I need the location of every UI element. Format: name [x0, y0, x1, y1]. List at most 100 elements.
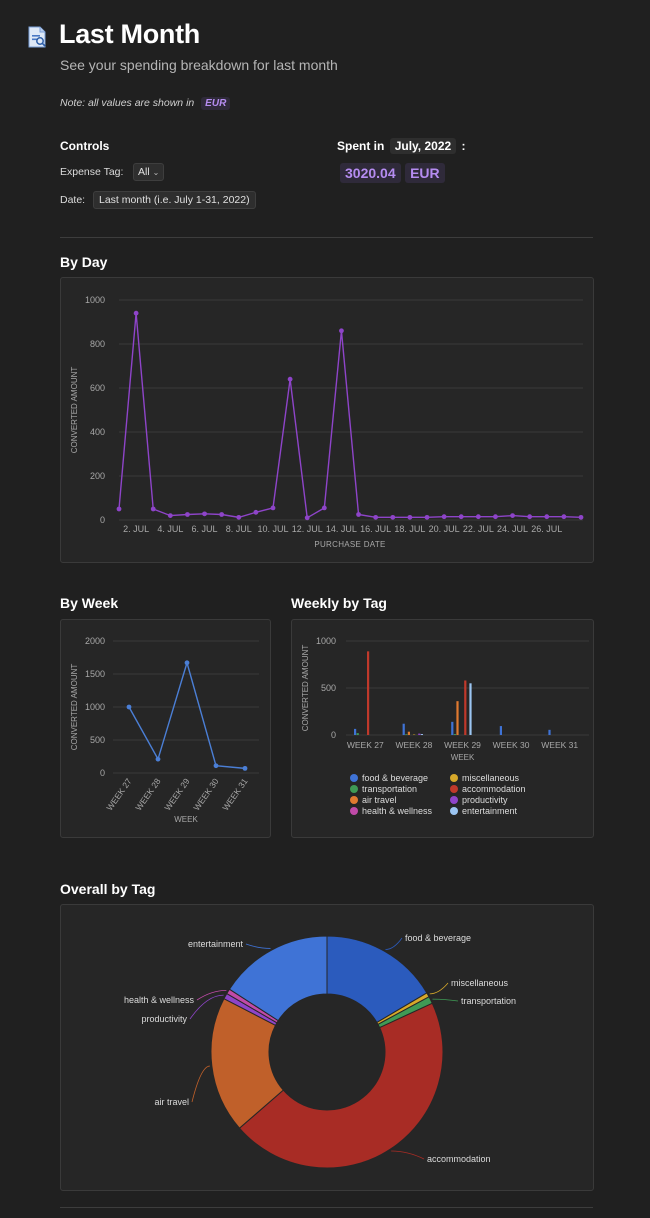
x-tick-label: WEEK 28	[395, 740, 432, 750]
spent-heading: Spent in July, 2022 :	[337, 138, 466, 154]
page-title: Last Month	[59, 19, 200, 49]
overall-by-tag-chart: food & beverage miscellaneous transportati…	[124, 933, 516, 1169]
legend-swatch	[350, 785, 358, 793]
data-point	[236, 514, 242, 520]
data-point	[390, 514, 396, 520]
bar	[420, 734, 423, 735]
legend-swatch	[450, 796, 458, 804]
overall-by-tag-chart-panel: food & beverage miscellaneous transportati…	[60, 904, 594, 1191]
leader-line	[191, 1065, 210, 1103]
data-point	[304, 515, 310, 521]
leader-line	[385, 937, 403, 950]
spent-period: July, 2022	[389, 138, 457, 154]
data-point	[339, 328, 344, 334]
data-point	[270, 505, 276, 511]
currency-note: Note: all values are shown in EUR	[60, 97, 231, 110]
data-point	[184, 660, 190, 666]
by-week-title: By Week	[60, 595, 119, 611]
y-tick-label: 500	[321, 683, 336, 693]
y-axis-label: CONVERTED AMOUNT	[70, 664, 79, 751]
legend-label: air travel	[362, 795, 397, 805]
legend-swatch	[350, 796, 358, 804]
x-tick-label: 26. JUL	[531, 524, 562, 534]
data-point	[219, 512, 225, 517]
data-point	[510, 513, 515, 518]
legend-label: entertainment	[462, 806, 518, 816]
pie-slice	[228, 935, 328, 1022]
divider	[60, 237, 593, 238]
spent-amount: 3020.04	[340, 163, 401, 183]
y-tick-label: 0	[100, 768, 105, 778]
date-label: Date:	[60, 194, 86, 206]
slice-label: food & beverage	[405, 933, 471, 943]
y-tick-label: 800	[90, 339, 105, 349]
legend-label: miscellaneous	[462, 773, 520, 783]
y-tick-label: 500	[90, 735, 105, 745]
x-tick-label: WEEK 27	[347, 740, 384, 750]
data-point	[126, 704, 132, 710]
data-point	[155, 756, 161, 762]
controls-heading: Controls	[60, 139, 110, 153]
data-point	[116, 506, 122, 512]
legend-label: transportation	[362, 784, 417, 794]
x-axis-label: WEEK	[451, 753, 475, 762]
leader-line	[432, 998, 459, 1002]
bar	[469, 683, 472, 735]
pie-slice	[238, 1002, 444, 1169]
overall-by-tag-title: Overall by Tag	[60, 881, 156, 897]
slice-label: transportation	[461, 996, 516, 1006]
bar	[354, 728, 357, 735]
expense-tag-select[interactable]: All ⌄	[133, 163, 165, 181]
x-tick-label: 14. JUL	[326, 524, 357, 534]
bar	[356, 733, 359, 735]
date-picker[interactable]: Last month (i.e. July 1-31, 2022)	[93, 191, 256, 209]
legend-swatch	[350, 807, 358, 815]
x-tick-label: 4. JUL	[157, 524, 183, 534]
bar	[456, 701, 459, 735]
x-tick-label: 10. JUL	[257, 524, 288, 534]
bar	[464, 680, 467, 735]
report-icon	[28, 26, 46, 48]
legend-label: food & beverage	[362, 773, 428, 783]
data-point	[458, 514, 464, 520]
by-day-chart-panel: 0 200 400 600 800 1000 2. JUL 4. JUL 6. JUL 8. JU…	[60, 277, 594, 563]
legend-swatch	[350, 774, 358, 782]
data-point	[287, 376, 293, 382]
x-tick-label: 6. JUL	[192, 524, 218, 534]
legend-label: productivity	[462, 795, 508, 805]
expense-tag-label: Expense Tag:	[60, 166, 124, 178]
bar	[405, 734, 408, 735]
leader-line	[245, 943, 271, 949]
weekly-by-tag-chart-panel: 0 500 1000 WEEK 27 WEEK 28 WEEK 29 WEEK 30 WEEK…	[291, 619, 594, 838]
leader-line	[391, 1150, 425, 1160]
bar	[367, 651, 370, 735]
x-tick-label: WEEK 29	[162, 776, 191, 812]
x-axis-label: WEEK	[174, 815, 198, 824]
data-point	[167, 513, 173, 518]
slice-label: miscellaneous	[451, 978, 509, 988]
data-point	[441, 514, 447, 520]
bar	[407, 731, 410, 735]
slice-label: productivity	[141, 1014, 187, 1024]
y-axis-label: CONVERTED AMOUNT	[70, 367, 79, 454]
slice-label: health & wellness	[124, 995, 195, 1005]
y-tick-label: 0	[331, 730, 336, 740]
legend-label: accommodation	[462, 784, 526, 794]
data-point	[202, 511, 207, 517]
y-tick-label: 1000	[85, 702, 105, 712]
divider-bottom	[60, 1207, 593, 1208]
x-tick-label: WEEK 31	[541, 740, 578, 750]
leader-line	[189, 994, 224, 1020]
y-tick-label: 1500	[85, 669, 105, 679]
y-tick-label: 1000	[85, 295, 105, 305]
data-point	[493, 514, 498, 520]
y-tick-label: 0	[100, 515, 105, 525]
chevron-down-icon: ⌄	[152, 168, 160, 177]
leader-line	[429, 982, 449, 995]
bar	[453, 734, 456, 735]
data-point	[356, 512, 361, 517]
data-point	[561, 514, 567, 520]
data-point	[475, 514, 481, 520]
x-tick-label: 2. JUL	[123, 524, 149, 534]
x-tick-label: 22. JUL	[463, 524, 494, 534]
